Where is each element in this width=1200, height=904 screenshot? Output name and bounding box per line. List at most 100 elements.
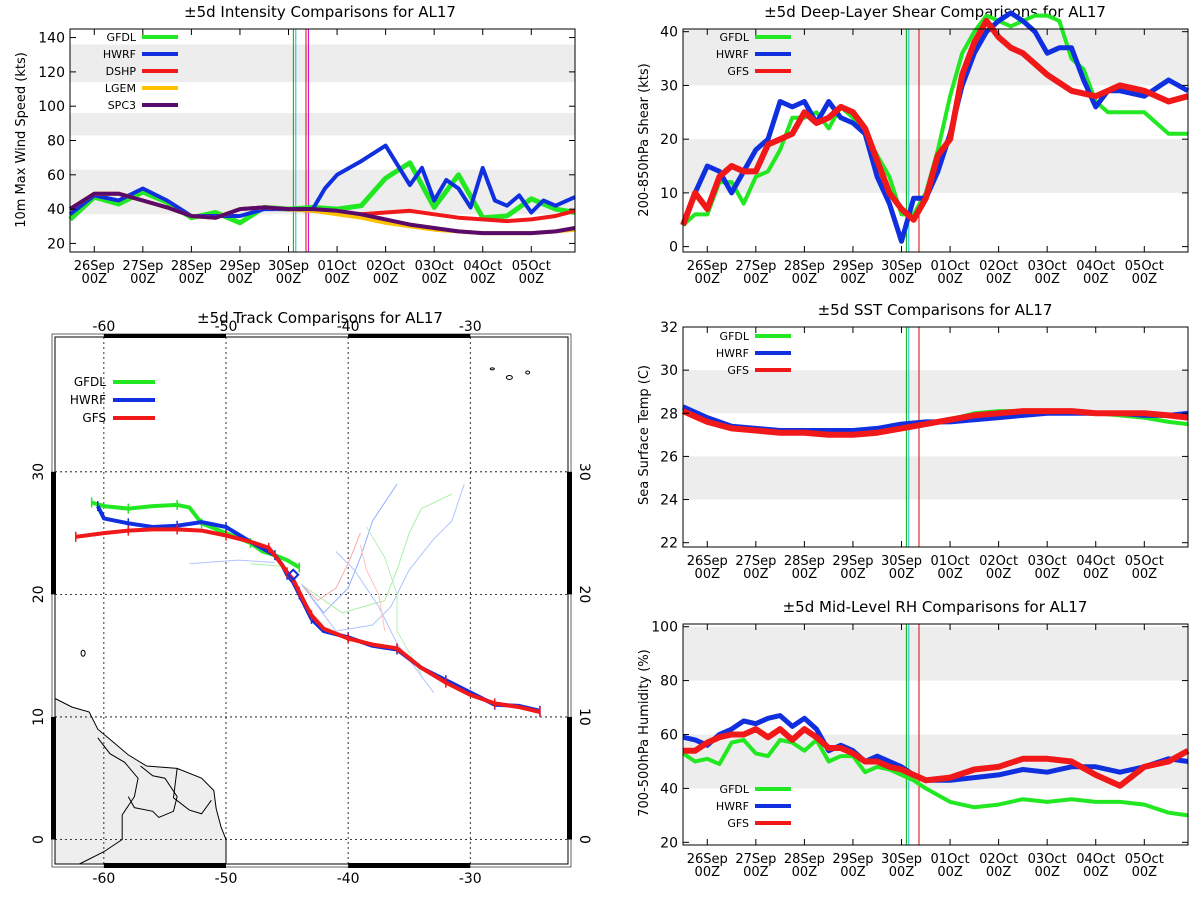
sst-xtick-z: 00Z (840, 567, 866, 582)
island (80, 649, 86, 657)
intensity-xtick-z: 00Z (130, 272, 156, 287)
intensity-xtick-label: 02Oct (366, 259, 405, 274)
sst-band-0 (683, 456, 1188, 500)
shear-xtick-label: 02Oct (979, 259, 1018, 274)
intensity-ylabel: 10m Max Wind Speed (kts) (14, 52, 29, 228)
shear-panel: ±5d Deep-Layer Shear Comparisons for AL1… (637, 3, 1190, 287)
border-line (79, 737, 139, 865)
shear-xtick-label: 30Sep (881, 259, 922, 274)
ensemble-track-3 (301, 483, 465, 632)
intensity-xtick-z: 00Z (82, 272, 108, 287)
rh-ytick-label: 100 (651, 620, 678, 636)
intensity-legend-label-hwrf: HWRF (103, 48, 136, 61)
sst-band-1 (683, 370, 1188, 414)
intensity-xtick-label: 27Sep (122, 259, 163, 274)
shear-xtick-label: 29Sep (832, 259, 873, 274)
sst-xtick-z: 00Z (889, 567, 915, 582)
rh-xtick-label: 30Sep (881, 852, 922, 867)
rh-xtick-z: 00Z (986, 865, 1012, 880)
shear-xtick-z: 00Z (1083, 272, 1109, 287)
rh-series-gfs (683, 726, 1190, 789)
shear-xtick-z: 00Z (695, 272, 721, 287)
shear-xtick-z: 00Z (840, 272, 866, 287)
sst-panel: ±5d SST Comparisons for AL17 Sea Surface… (637, 301, 1189, 582)
sst-xtick-z: 00Z (695, 567, 721, 582)
rh-title: ±5d Mid-Level RH Comparisons for AL17 (783, 598, 1088, 616)
rh-xtick-label: 27Sep (735, 852, 776, 867)
border-line (127, 765, 178, 819)
map-lon-label-top: -60 (92, 319, 115, 335)
map-lat-label-right: 20 (576, 585, 592, 603)
sst-xtick-z: 00Z (792, 567, 818, 582)
rh-xtick-label: 29Sep (832, 852, 873, 867)
sst-legend-label-gfs: GFS (727, 364, 749, 377)
border-seg-bottom-1 (348, 863, 471, 868)
intensity-xtick-label: 26Sep (74, 259, 115, 274)
rh-xtick-label: 28Sep (784, 852, 825, 867)
intensity-xtick-label: 04Oct (463, 259, 502, 274)
rh-xtick-z: 00Z (1132, 865, 1158, 880)
sst-ytick-label: 22 (660, 536, 678, 552)
rh-xtick-label: 26Sep (687, 852, 728, 867)
track-title: ±5d Track Comparisons for AL17 (197, 309, 443, 327)
land-mass (54, 697, 227, 865)
intensity-legend-label-spc3: SPC3 (108, 99, 136, 112)
intensity-xtick-z: 00Z (373, 272, 399, 287)
sst-xtick-z: 00Z (1132, 567, 1158, 582)
shear-xtick-z: 00Z (1034, 272, 1060, 287)
track-frame-outer (51, 333, 572, 868)
sst-xtick-label: 04Oct (1076, 554, 1115, 569)
shear-frame (682, 28, 1189, 253)
island (489, 367, 495, 371)
border-seg-right-0 (567, 716, 572, 840)
rh-ytick-label: 60 (660, 728, 678, 744)
border-seg-left-1 (51, 471, 56, 595)
rh-xtick-z: 00Z (743, 865, 769, 880)
sst-legend-label-hwrf: HWRF (716, 347, 749, 360)
map-lon-label-bottom: -50 (215, 871, 238, 887)
map-lat-label-right: 30 (576, 463, 592, 481)
border-seg-bottom-0 (103, 863, 226, 868)
sst-xtick-label: 05Oct (1125, 554, 1164, 569)
rh-xtick-z: 00Z (937, 865, 963, 880)
map-lat-label-left: 30 (31, 463, 47, 481)
shear-xtick-z: 00Z (792, 272, 818, 287)
shear-legend-label-hwrf: HWRF (716, 48, 749, 61)
intensity-ytick-label: 20 (47, 236, 65, 252)
intensity-xtick-z: 00Z (227, 272, 253, 287)
border-seg-right-1 (567, 471, 572, 595)
shear-xtick-label: 28Sep (784, 259, 825, 274)
rh-panel: ±5d Mid-Level RH Comparisons for AL17 70… (637, 598, 1190, 880)
map-lat-label-left: 20 (31, 585, 47, 603)
sst-xtick-label: 02Oct (979, 554, 1018, 569)
shear-ylabel: 200-850hPa Shear (kts) (637, 63, 652, 216)
rh-xtick-z: 00Z (1034, 865, 1060, 880)
track-frame (54, 336, 569, 865)
rh-series-gfdl (681, 737, 1189, 818)
intensity-xtick-label: 29Sep (219, 259, 260, 274)
rh-xtick-label: 04Oct (1076, 852, 1115, 867)
map-lon-label-top: -30 (459, 319, 482, 335)
intensity-xtick-label: 05Oct (512, 259, 551, 274)
track-legend-label-gfs: GFS (82, 411, 106, 425)
shear-xtick-z: 00Z (986, 272, 1012, 287)
shear-xtick-label: 27Sep (735, 259, 776, 274)
shear-xtick-label: 04Oct (1076, 259, 1115, 274)
shear-xtick-label: 03Oct (1028, 259, 1067, 274)
sst-xtick-label: 03Oct (1028, 554, 1067, 569)
rh-xtick-label: 05Oct (1125, 852, 1164, 867)
rh-xtick-z: 00Z (840, 865, 866, 880)
sst-ytick-label: 32 (660, 320, 678, 336)
shear-ytick-label: 10 (660, 186, 678, 202)
intensity-series-hwrf (68, 143, 576, 218)
sst-xtick-z: 00Z (743, 567, 769, 582)
ensemble-track-5 (335, 551, 435, 693)
island (505, 374, 513, 380)
sst-xtick-label: 29Sep (832, 554, 873, 569)
intensity-legend-label-gfdl: GFDL (107, 31, 137, 44)
intensity-title: ±5d Intensity Comparisons for AL17 (184, 3, 456, 21)
rh-ytick-label: 80 (660, 674, 678, 690)
ensemble-track-4 (366, 526, 422, 675)
sst-ytick-label: 24 (660, 493, 678, 509)
sst-title: ±5d SST Comparisons for AL17 (818, 301, 1053, 319)
